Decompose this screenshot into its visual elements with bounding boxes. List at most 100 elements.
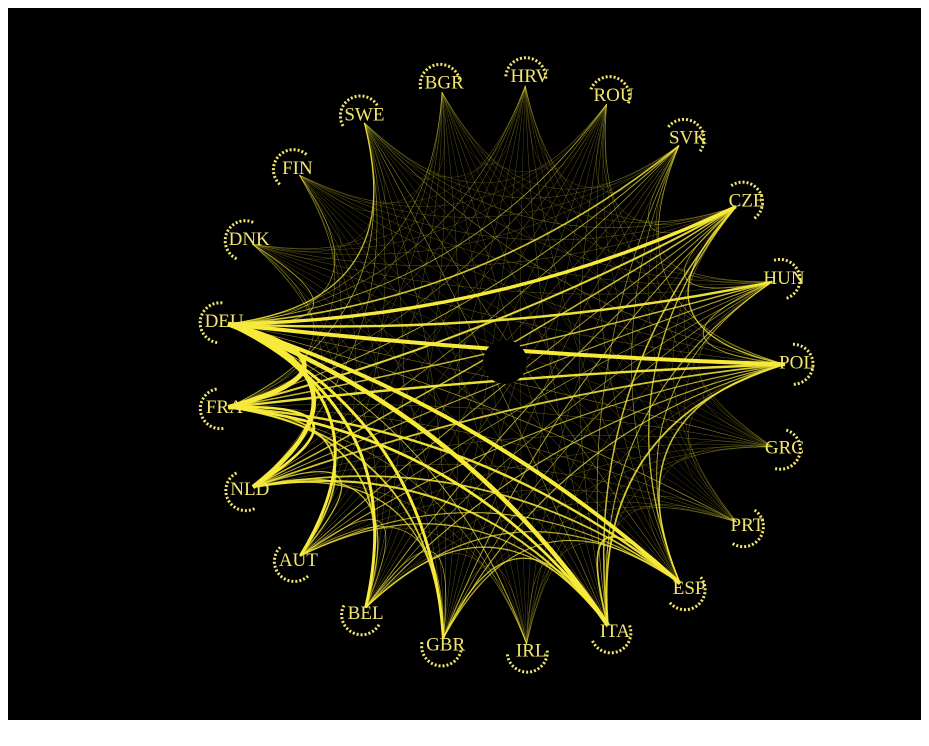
center-hole [483, 340, 527, 384]
edge [228, 92, 443, 408]
edge [299, 145, 680, 218]
edge [365, 92, 445, 608]
edge [443, 506, 737, 639]
edge [252, 145, 680, 488]
node-label: HUN [763, 268, 804, 289]
edge [605, 363, 786, 626]
edge [364, 122, 773, 283]
edge [300, 281, 773, 557]
edge [365, 206, 737, 609]
edge [300, 526, 444, 639]
edge [648, 145, 737, 523]
edge [443, 565, 527, 645]
edge [299, 363, 786, 557]
node-label: ITA [600, 621, 630, 642]
node-label: BEL [348, 603, 384, 624]
edge [596, 104, 681, 584]
edge [228, 174, 336, 325]
edge [228, 145, 680, 408]
edge [299, 174, 609, 626]
edge [364, 122, 404, 608]
edge [648, 206, 737, 584]
node-label: BGR [425, 73, 464, 94]
node-label: GRC [765, 438, 804, 459]
edge [299, 512, 681, 584]
edge [703, 364, 786, 448]
edge [227, 205, 737, 326]
edge [252, 243, 786, 365]
edge [526, 145, 680, 645]
edge [525, 85, 773, 283]
edge [596, 145, 680, 626]
edge [441, 92, 737, 523]
edge [605, 446, 773, 626]
edge [684, 206, 773, 289]
edge [441, 92, 773, 448]
node-label: DEU [205, 311, 244, 332]
edge [252, 243, 609, 626]
edge [252, 243, 323, 488]
edge [252, 475, 681, 585]
edge [252, 243, 527, 645]
edge [252, 435, 773, 488]
edge [227, 323, 737, 523]
edge [364, 92, 445, 180]
edge [526, 104, 607, 645]
edge [252, 122, 378, 488]
node-labels: BGR HRV ROU SVK CZE HUN POL GRC PRT ESP ITA IRL GBR B… [205, 66, 815, 661]
edge [228, 406, 681, 585]
edge [443, 145, 680, 639]
edge [443, 281, 773, 639]
edge [299, 174, 444, 639]
edge [658, 145, 786, 365]
edge [299, 174, 786, 365]
edge [252, 478, 379, 609]
edge [525, 85, 681, 584]
edge [227, 145, 680, 325]
edge [442, 206, 737, 639]
edge [604, 104, 773, 448]
edge [525, 85, 607, 170]
edge [526, 364, 786, 645]
node-label: IRL [516, 640, 547, 661]
node-label: SVK [669, 128, 707, 149]
edge [299, 85, 526, 203]
edge [525, 85, 786, 365]
edge [441, 92, 773, 283]
edge [299, 519, 387, 608]
edge [441, 92, 737, 223]
edge [227, 322, 337, 557]
node-label: GBR [426, 634, 465, 655]
edge [442, 363, 786, 639]
edge [578, 104, 609, 626]
edge [228, 407, 737, 523]
edge [227, 205, 737, 409]
edge [364, 122, 527, 645]
edge [252, 103, 607, 488]
edge [300, 92, 443, 557]
edge [300, 489, 737, 557]
edge [252, 145, 680, 255]
node-label: CZE [729, 191, 765, 212]
edge [365, 501, 737, 608]
edge [365, 363, 786, 609]
edge [227, 322, 682, 585]
edge [603, 206, 737, 626]
edge [227, 122, 375, 325]
edge [300, 104, 607, 557]
edge [252, 363, 786, 488]
edge [299, 174, 527, 645]
edge [299, 174, 773, 448]
edge [252, 243, 773, 295]
edge [252, 92, 443, 250]
edge [596, 104, 680, 193]
node-label: DNK [229, 229, 270, 250]
edge [364, 122, 773, 448]
edge [252, 464, 737, 523]
edge [648, 496, 737, 584]
edge [602, 104, 737, 523]
edge [364, 122, 446, 639]
edge [299, 174, 357, 557]
edge [526, 281, 773, 645]
